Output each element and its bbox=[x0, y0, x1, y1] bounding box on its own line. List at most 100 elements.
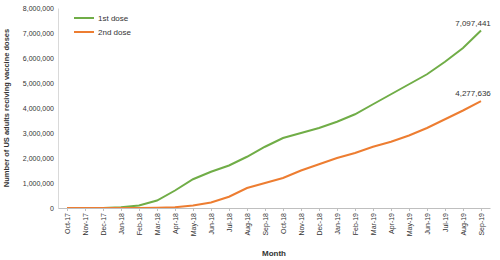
x-tick-label: Dec-18 bbox=[316, 213, 323, 236]
x-tick: Jan-19 bbox=[334, 208, 341, 234]
y-tick: 8,000,000 bbox=[23, 5, 58, 12]
x-tick-mark bbox=[301, 208, 302, 211]
x-tick: Jun-18 bbox=[208, 208, 215, 234]
y-tick: 7,000,000 bbox=[23, 30, 58, 37]
x-axis-title: Month bbox=[262, 249, 286, 258]
x-tick: Apr-18 bbox=[172, 208, 180, 234]
x-tick-label: May-18 bbox=[190, 213, 198, 236]
y-axis-line bbox=[58, 9, 59, 209]
y-tick-label: 5,000,000 bbox=[23, 80, 54, 87]
y-tick: 0 bbox=[50, 205, 58, 212]
x-tick-label: Nov-17 bbox=[82, 213, 89, 236]
x-tick-label: Aug-19 bbox=[460, 213, 468, 236]
x-tick-mark bbox=[157, 208, 158, 211]
data-label: 7,097,441 bbox=[455, 19, 491, 28]
x-tick: Nov-18 bbox=[298, 208, 305, 236]
x-tick: Aug-19 bbox=[460, 208, 468, 236]
x-tick: Jul-18 bbox=[226, 208, 233, 232]
x-tick-mark bbox=[175, 208, 176, 211]
x-tick-label: Sep-18 bbox=[262, 213, 270, 236]
x-tick-label: Apr-18 bbox=[172, 213, 180, 234]
y-tick: 2,000,000 bbox=[23, 155, 58, 162]
x-tick-label: Feb-19 bbox=[352, 213, 359, 235]
y-tick: 6,000,000 bbox=[23, 55, 58, 62]
x-tick-label: Mar-19 bbox=[370, 213, 377, 235]
x-tick: Jul-19 bbox=[442, 208, 449, 232]
x-tick: Sep-18 bbox=[262, 208, 270, 236]
x-tick: Apr-19 bbox=[388, 208, 396, 234]
x-tick-mark bbox=[373, 208, 374, 211]
legend-label: 1st dose bbox=[98, 14, 129, 23]
x-tick-label: Feb-18 bbox=[136, 213, 143, 235]
x-tick-label: Apr-19 bbox=[388, 213, 396, 234]
x-tick-mark bbox=[337, 208, 338, 211]
x-tick-mark bbox=[409, 208, 410, 211]
y-tick: 1,000,000 bbox=[23, 180, 58, 187]
x-tick-mark bbox=[247, 208, 248, 211]
plot: 0 1,000,000 2,000,000 3,000,000 4,000,000 5,0… bbox=[23, 5, 492, 237]
x-tick-mark bbox=[391, 208, 392, 211]
x-tick: Jan-18 bbox=[118, 208, 125, 234]
x-tick: Oct-17 bbox=[64, 208, 71, 234]
y-tick: 3,000,000 bbox=[23, 130, 58, 137]
x-tick-label: Oct-18 bbox=[280, 213, 287, 234]
x-tick-mark bbox=[463, 208, 464, 211]
x-tick-label: Nov-18 bbox=[298, 213, 305, 236]
legend: 1st dose 2nd dose bbox=[74, 14, 131, 37]
y-axis-title: Number of US adults reciving vaccine dos… bbox=[2, 29, 11, 187]
x-tick: Mar-18 bbox=[154, 208, 161, 235]
x-tick: Dec-17 bbox=[100, 208, 107, 236]
chart: 0 1,000,000 2,000,000 3,000,000 4,000,000 5,0… bbox=[0, 0, 500, 260]
legend-swatch bbox=[74, 31, 94, 33]
x-tick-label: Dec-17 bbox=[100, 213, 107, 236]
x-tick-mark bbox=[283, 208, 284, 211]
x-tick: Aug-18 bbox=[244, 208, 252, 236]
x-axis: Oct-17 Nov-17 Dec-17 Jan-18 Feb-18 Mar-18 Apr-… bbox=[59, 208, 491, 236]
x-tick-label: Sep-19 bbox=[478, 213, 486, 236]
x-tick: Sep-19 bbox=[478, 208, 486, 236]
y-tick-label: 3,000,000 bbox=[23, 130, 54, 137]
x-tick-mark bbox=[103, 208, 104, 211]
x-tick-mark bbox=[211, 208, 212, 211]
x-tick-label: Mar-18 bbox=[154, 213, 161, 235]
x-tick-mark bbox=[67, 208, 68, 211]
data-label: 4,277,636 bbox=[455, 89, 491, 98]
x-tick-mark bbox=[193, 208, 194, 211]
data-labels: 7,097,441 4,277,636 bbox=[455, 19, 491, 98]
legend-label: 2nd dose bbox=[98, 28, 131, 37]
x-tick-mark bbox=[229, 208, 230, 211]
x-tick: Feb-19 bbox=[352, 208, 359, 235]
x-tick-label: Jun-19 bbox=[424, 213, 431, 235]
lines bbox=[67, 31, 481, 208]
x-tick: Feb-18 bbox=[136, 208, 143, 235]
x-tick: May-19 bbox=[406, 208, 414, 236]
x-tick-label: Aug-18 bbox=[244, 213, 252, 236]
y-axis: 0 1,000,000 2,000,000 3,000,000 4,000,000 5,0… bbox=[23, 5, 59, 212]
x-tick-label: Jul-18 bbox=[226, 213, 233, 232]
x-tick-label: May-19 bbox=[406, 213, 414, 236]
x-tick: May-18 bbox=[190, 208, 198, 236]
legend-item: 1st dose bbox=[74, 14, 129, 23]
y-tick-label: 4,000,000 bbox=[23, 105, 54, 112]
y-tick: 4,000,000 bbox=[23, 105, 58, 112]
x-tick-label: Jan-19 bbox=[334, 213, 341, 235]
x-tick-mark bbox=[85, 208, 86, 211]
x-tick-mark bbox=[445, 208, 446, 211]
x-tick-mark bbox=[121, 208, 122, 211]
x-tick-mark bbox=[139, 208, 140, 211]
legend-swatch bbox=[74, 17, 94, 19]
x-axis-line bbox=[59, 208, 491, 209]
y-tick: 5,000,000 bbox=[23, 80, 58, 87]
x-tick: Dec-18 bbox=[316, 208, 323, 236]
y-tick-label: 2,000,000 bbox=[23, 155, 54, 162]
x-tick: Jun-19 bbox=[424, 208, 431, 234]
legend-item: 2nd dose bbox=[74, 28, 131, 37]
x-tick: Mar-19 bbox=[370, 208, 377, 235]
series-line bbox=[67, 31, 481, 208]
x-tick-label: Jul-19 bbox=[442, 213, 449, 232]
y-tick-label: 7,000,000 bbox=[23, 30, 54, 37]
x-tick-mark bbox=[427, 208, 428, 211]
x-tick-mark bbox=[319, 208, 320, 211]
y-tick-label: 8,000,000 bbox=[23, 5, 54, 12]
x-tick-label: Jan-18 bbox=[118, 213, 125, 235]
